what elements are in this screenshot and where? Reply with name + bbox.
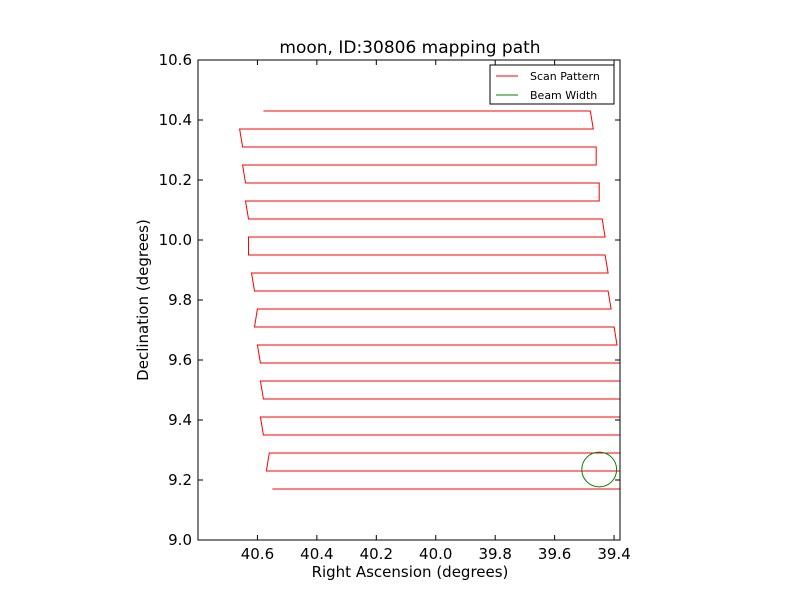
plot-area [239,110,620,490]
y-tick-label: 10.6 [159,51,192,69]
y-tick-label: 9.0 [168,531,192,549]
x-tick-label: 40.2 [360,545,393,563]
y-tick-label: 10.2 [159,171,192,189]
y-tick-label: 9.4 [168,411,192,429]
y-axis-label: Declination (degrees) [134,219,152,381]
legend-box [489,64,615,105]
x-tick-label: 39.8 [478,545,511,563]
y-tick-label: 10.4 [159,111,192,129]
y-tick-label: 9.6 [168,351,192,369]
x-tick-label: 40.6 [241,545,274,563]
x-tick-label: 39.4 [597,545,630,563]
y-tick-label: 9.8 [168,291,192,309]
x-axis-label: Right Ascension (degrees) [312,563,509,581]
beam-width-circle [581,451,618,488]
legend-scan-pattern-label: Scan Pattern [530,70,600,83]
x-axis: 40.6 40.4 40.2 40.0 39.8 39.6 39.4 [241,60,631,563]
chart-title: moon, ID:30806 mapping path [279,38,540,58]
axes-frame [197,59,621,541]
x-tick-label: 40.4 [300,545,333,563]
y-tick-label: 10.0 [159,231,192,249]
legend: Scan Pattern Beam Width [489,64,615,105]
x-tick-label: 40.0 [419,545,452,563]
y-tick-label: 9.2 [168,471,192,489]
scan-pattern-path [239,110,620,490]
y-axis: 9.0 9.2 9.4 9.6 9.8 10.0 10.2 10.4 10.6 [159,51,620,549]
x-tick-label: 39.6 [538,545,571,563]
legend-beam-width-label: Beam Width [530,89,597,102]
